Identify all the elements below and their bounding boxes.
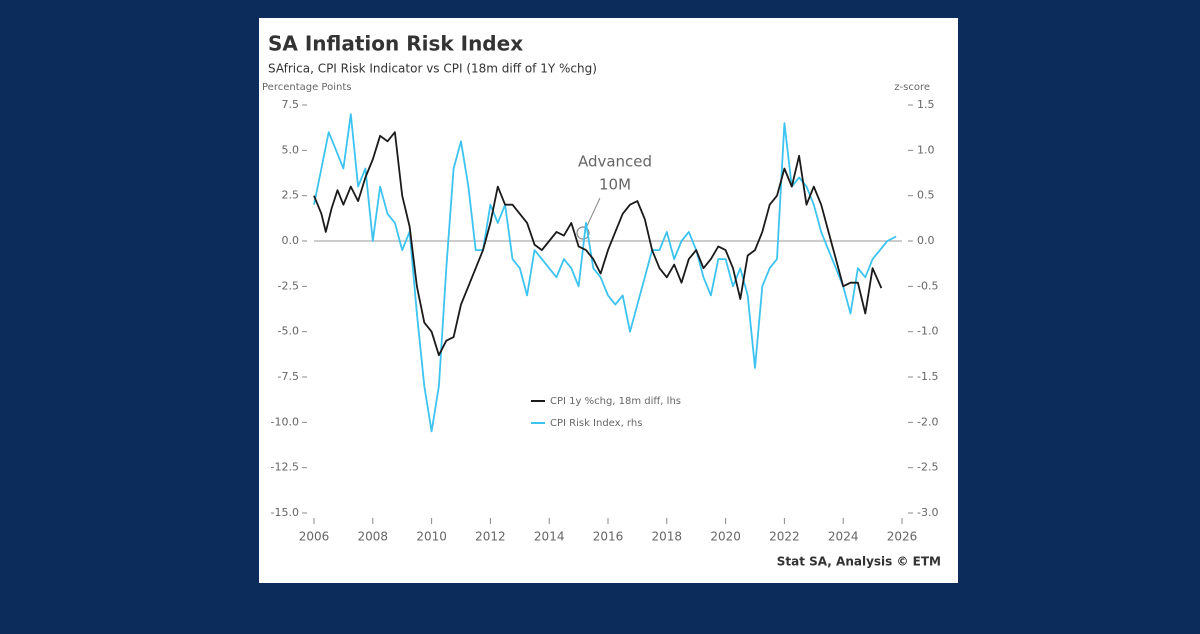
y2-tick-label: 1.0 <box>917 143 935 156</box>
x-tick-label: 2016 <box>593 530 624 544</box>
y2-tick-label: -3.0 <box>917 506 938 519</box>
series-line <box>313 113 897 433</box>
annotation: Advanced <box>578 153 652 171</box>
x-tick-label: 2026 <box>887 530 918 544</box>
y2-tick-label: 1.5 <box>917 98 935 111</box>
y-axis-label: Percentage Points <box>262 82 351 93</box>
x-tick-label: 2022 <box>769 530 800 544</box>
y2-tick-label: 0.5 <box>917 189 935 202</box>
y-tick-label: 0.0 <box>282 234 300 247</box>
y2-axis-label: z-score <box>894 82 930 93</box>
x-tick-label: 2024 <box>828 530 859 544</box>
y2-tick-label: 0.0 <box>917 234 935 247</box>
chart-title: SA Inflation Risk Index <box>268 32 523 56</box>
annotation-arrow <box>586 197 601 227</box>
y-tick-label: 2.5 <box>282 189 300 202</box>
x-tick-label: 2008 <box>358 530 389 544</box>
y-tick-label: -10.0 <box>271 415 299 428</box>
x-tick-label: 2010 <box>416 530 447 544</box>
x-tick-label: 2012 <box>475 530 506 544</box>
y2-tick-label: -1.5 <box>917 370 938 383</box>
chart-subtitle: SAfrica, CPI Risk Indicator vs CPI (18m … <box>268 62 597 76</box>
y-tick-label: -7.5 <box>278 370 299 383</box>
x-tick-label: 2014 <box>534 530 565 544</box>
legend-box <box>526 388 706 434</box>
series-line <box>313 131 883 357</box>
y2-tick-label: -1.0 <box>917 325 938 338</box>
legend-label: CPI Risk Index, rhs <box>550 418 642 429</box>
y-tick-label: -12.5 <box>271 461 299 474</box>
y-tick-label: 7.5 <box>282 98 300 111</box>
x-tick-label: 2006 <box>299 530 330 544</box>
y-tick-label: -5.0 <box>278 325 299 338</box>
y-tick-label: -15.0 <box>271 506 299 519</box>
legend-label: CPI 1y %chg, 18m diff, lhs <box>550 396 681 407</box>
source: Stat SA, Analysis © ETM <box>777 555 941 569</box>
y-tick-label: 5.0 <box>282 143 300 156</box>
y2-tick-label: -2.5 <box>917 461 938 474</box>
annotation-circle <box>576 226 590 240</box>
x-tick-label: 2018 <box>652 530 683 544</box>
annotation: 10M <box>599 176 631 194</box>
y2-tick-label: -0.5 <box>917 279 938 292</box>
y-tick-label: -2.5 <box>278 279 299 292</box>
card <box>259 18 958 583</box>
x-tick-label: 2020 <box>710 530 741 544</box>
y2-tick-label: -2.0 <box>917 415 938 428</box>
